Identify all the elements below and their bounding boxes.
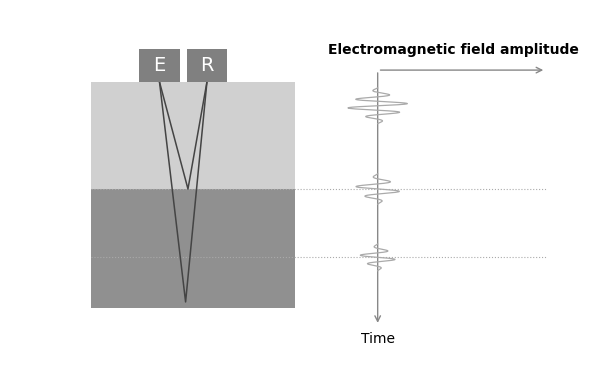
- Bar: [140, 49, 180, 82]
- Text: Time: Time: [360, 332, 395, 345]
- Text: Electromagnetic field amplitude: Electromagnetic field amplitude: [328, 43, 579, 57]
- Bar: [91, 189, 295, 308]
- Bar: [91, 82, 295, 189]
- Bar: [187, 49, 227, 82]
- Text: R: R: [200, 56, 214, 75]
- Text: E: E: [154, 56, 166, 75]
